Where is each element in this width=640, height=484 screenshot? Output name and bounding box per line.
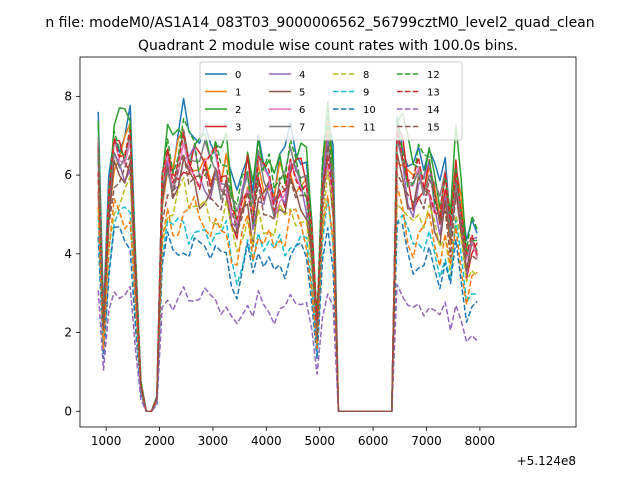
legend-label-3: 3 xyxy=(235,123,241,134)
legend-label-8: 8 xyxy=(363,70,369,81)
legend-label-4: 4 xyxy=(299,70,305,81)
series-line-10 xyxy=(97,221,478,413)
legend-label-2: 2 xyxy=(235,105,241,116)
x-tick-label: 3000 xyxy=(198,434,229,448)
legend-label-10: 10 xyxy=(363,105,376,116)
series-layer xyxy=(97,97,478,413)
x-tick-label: 2000 xyxy=(144,434,175,448)
y-tick-label: 6 xyxy=(64,168,72,182)
x-tick-label: 8000 xyxy=(465,434,496,448)
legend-label-13: 13 xyxy=(427,88,440,99)
legend-box xyxy=(199,61,463,141)
series-line-9 xyxy=(97,197,478,413)
y-tick-label: 2 xyxy=(64,326,72,340)
legend-label-1: 1 xyxy=(235,88,241,99)
series-line-15 xyxy=(97,144,478,413)
plot-frame xyxy=(79,56,577,428)
series-line-14 xyxy=(97,283,478,413)
legend-label-9: 9 xyxy=(363,88,369,99)
x-offset-label: +5.124e8 xyxy=(517,454,576,468)
x-tick-label: 5000 xyxy=(304,434,335,448)
x-tick-label: 1000 xyxy=(91,434,122,448)
legend-label-14: 14 xyxy=(427,105,440,116)
legend-label-11: 11 xyxy=(363,123,376,134)
x-tick-label: 4000 xyxy=(251,434,282,448)
series-line-13 xyxy=(97,129,478,413)
legend-label-0: 0 xyxy=(235,70,241,81)
legend-label-15: 15 xyxy=(427,123,440,134)
legend-label-5: 5 xyxy=(299,88,305,99)
x-tick-label: 7000 xyxy=(411,434,442,448)
y-tick-label: 4 xyxy=(64,247,72,261)
y-tick-label: 0 xyxy=(64,404,72,418)
x-axis: 1000 2000 3000 4000 5000 6000 7000 8000 xyxy=(91,427,495,448)
legend-label-12: 12 xyxy=(427,70,440,81)
chart-suptitle: n file: modeM0/AS1A14_083T03_9000006562_… xyxy=(45,15,594,31)
legend-label-6: 6 xyxy=(299,105,305,116)
y-tick-label: 8 xyxy=(64,89,72,103)
legend-label-7: 7 xyxy=(299,123,305,134)
y-axis: 0 2 4 6 8 xyxy=(64,89,80,418)
chart-title: Quadrant 2 module wise count rates with … xyxy=(138,38,518,54)
x-tick-label: 6000 xyxy=(358,434,389,448)
